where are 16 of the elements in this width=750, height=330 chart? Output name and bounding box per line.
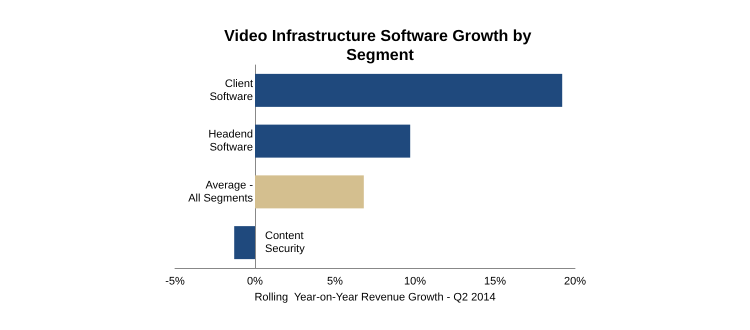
y-tick-label: Average - All Segments bbox=[188, 179, 254, 204]
bar bbox=[234, 226, 255, 260]
bar bbox=[255, 74, 562, 107]
y-tick-label: Content Security bbox=[265, 230, 306, 256]
bar bbox=[255, 124, 410, 158]
chart-title: Video Infrastructure Software Growth by Segment bbox=[224, 28, 536, 64]
x-tick-label: 15% bbox=[484, 276, 506, 288]
x-tick-label: 10% bbox=[404, 276, 426, 288]
x-tick-label: 0% bbox=[247, 276, 264, 288]
x-tick-label: -5% bbox=[165, 276, 185, 288]
x-axis-title: Rolling Year-on-Year Revenue Growth - Q2 2014 bbox=[254, 291, 496, 304]
bar bbox=[255, 175, 364, 208]
y-tick-label: Headend Software bbox=[208, 128, 253, 154]
x-tick-label: 20% bbox=[564, 276, 586, 288]
y-tick-label: Client Software bbox=[210, 78, 253, 103]
x-tick-label: 5% bbox=[327, 276, 344, 288]
